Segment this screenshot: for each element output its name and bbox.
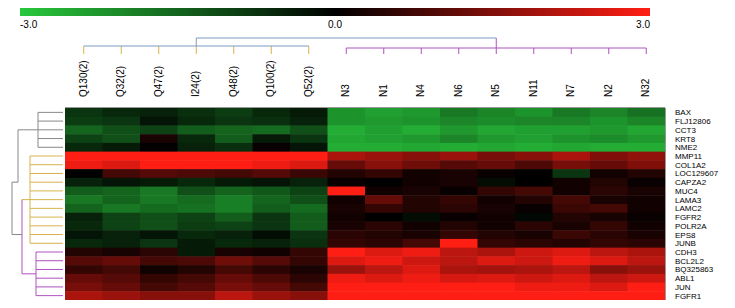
svg-text:0.0: 0.0: [328, 19, 342, 30]
svg-text:CAPZA2: CAPZA2: [675, 178, 707, 187]
svg-text:FGFR1: FGFR1: [675, 292, 702, 300]
svg-text:N1: N1: [378, 84, 389, 97]
svg-text:POLR2A: POLR2A: [675, 222, 707, 231]
svg-text:Q52(2): Q52(2): [303, 66, 314, 97]
svg-text:-3.0: -3.0: [20, 19, 38, 30]
svg-text:NME2: NME2: [675, 143, 698, 152]
svg-text:MUC4: MUC4: [675, 187, 698, 196]
svg-text:ABL1: ABL1: [675, 274, 695, 283]
svg-text:FGFR2: FGFR2: [675, 213, 702, 222]
svg-text:LAMA3: LAMA3: [675, 196, 702, 205]
svg-text:CCT3: CCT3: [675, 126, 696, 135]
svg-text:N6: N6: [453, 84, 464, 97]
svg-text:Q47(2): Q47(2): [153, 66, 164, 97]
svg-text:BQ325863: BQ325863: [675, 265, 714, 274]
svg-text:COL1A2: COL1A2: [675, 161, 706, 170]
svg-text:N5: N5: [490, 84, 501, 97]
svg-text:BCL2L2: BCL2L2: [675, 257, 704, 266]
svg-text:Q32(2): Q32(2): [115, 66, 126, 97]
svg-text:BAX: BAX: [675, 108, 692, 117]
svg-text:FLJ12806: FLJ12806: [675, 117, 711, 126]
svg-text:JUNB: JUNB: [675, 239, 696, 248]
svg-text:Q130(2): Q130(2): [78, 60, 89, 97]
svg-text:N11: N11: [528, 79, 539, 97]
svg-text:N7: N7: [565, 84, 576, 97]
svg-text:LAMC2: LAMC2: [675, 204, 702, 213]
svg-text:LOC129607: LOC129607: [675, 169, 719, 178]
svg-text:N2: N2: [603, 84, 614, 97]
svg-text:EPS8: EPS8: [675, 231, 696, 240]
svg-text:CDH3: CDH3: [675, 248, 697, 257]
svg-text:I24(2): I24(2): [190, 71, 201, 97]
svg-text:3.0: 3.0: [636, 19, 650, 30]
svg-text:N4: N4: [415, 84, 426, 97]
svg-text:KRT8: KRT8: [675, 135, 696, 144]
svg-text:Q100(2): Q100(2): [265, 60, 276, 97]
svg-text:N32: N32: [640, 78, 651, 97]
svg-text:JUN: JUN: [675, 283, 691, 292]
svg-text:N3: N3: [340, 84, 351, 97]
svg-text:Q48(2): Q48(2): [228, 66, 239, 97]
svg-text:MMP11: MMP11: [675, 152, 703, 161]
